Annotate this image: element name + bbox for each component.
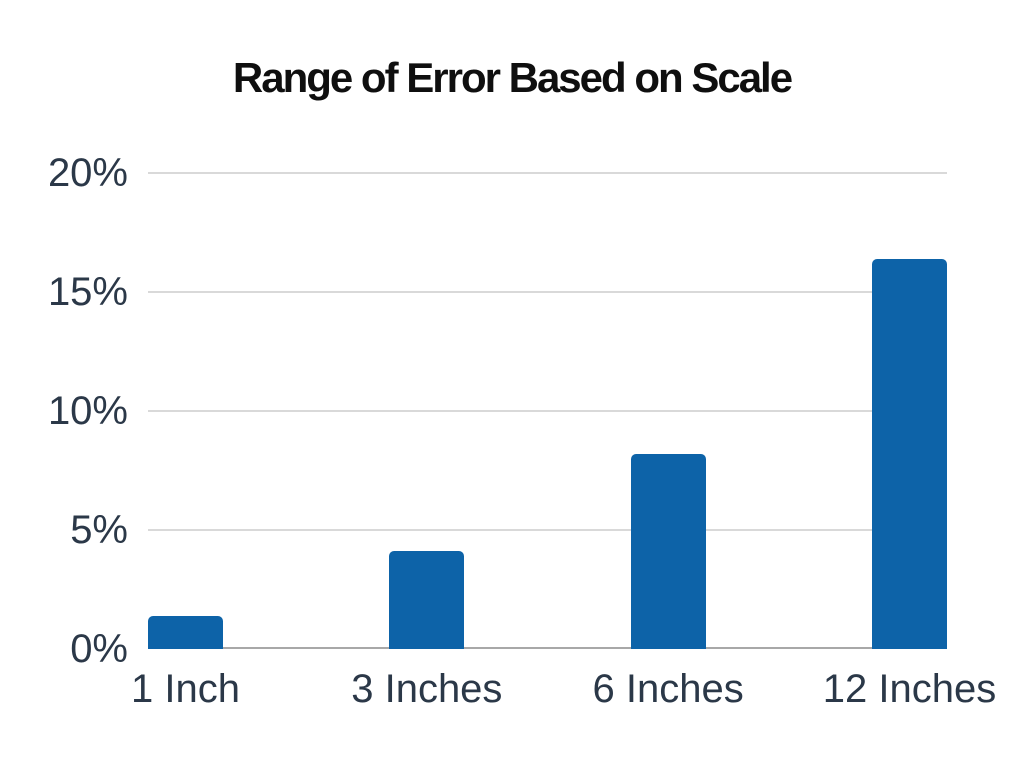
x-tick-label-1-inch: 1 Inch [131, 667, 240, 711]
gridline-10 [148, 410, 947, 412]
x-tick-label-12-inches: 12 Inches [822, 667, 997, 711]
gridline-15 [148, 291, 947, 293]
y-tick-label-15: 15% [47, 270, 128, 314]
x-tick-label-3-inches: 3 Inches [351, 667, 503, 711]
gridline-5 [148, 529, 947, 531]
chart-title: Range of Error Based on Scale [232, 54, 793, 101]
gridline-20 [148, 172, 947, 174]
bar-3-inches [389, 551, 465, 649]
x-tick-label-6-inches: 6 Inches [592, 667, 744, 711]
bar-12-inches [872, 258, 947, 649]
bar-1-inch [148, 615, 223, 649]
y-tick-label-0: 0% [70, 627, 128, 671]
y-tick-label-20: 20% [47, 151, 128, 195]
x-axis-line [148, 647, 947, 649]
bar-6-inches [630, 453, 706, 649]
y-tick-label-5: 5% [70, 508, 128, 552]
plot-area: 0% 5% 10% 15% 20% 1 Inch 3 Inches 6 Inches 12 In… [48, 151, 996, 711]
y-tick-label-10: 10% [47, 389, 128, 433]
